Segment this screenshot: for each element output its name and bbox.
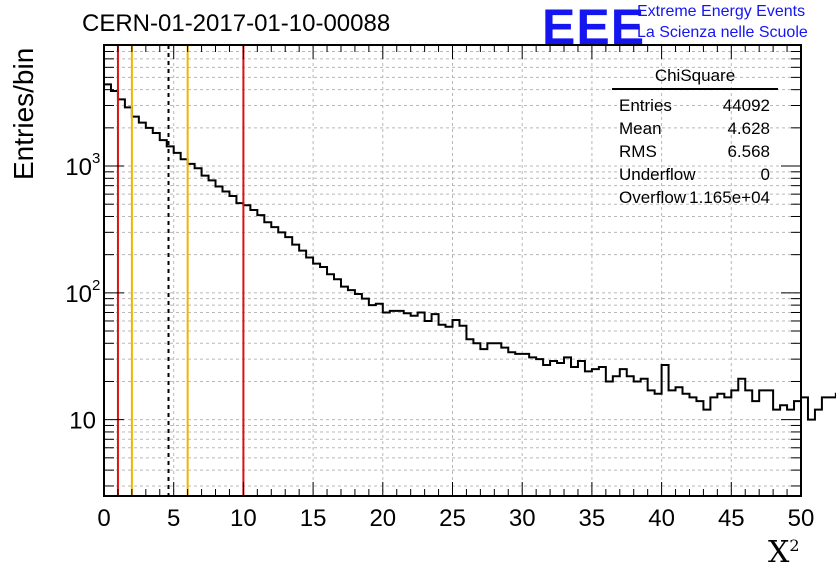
stats-value: 44092	[722, 96, 770, 115]
stats-row-mean: Mean 4.628	[612, 117, 778, 140]
stats-row-underflow: Underflow 0	[612, 163, 778, 186]
stats-value: 4.628	[727, 119, 770, 138]
histogram-series	[104, 83, 836, 421]
stats-label: Underflow	[619, 165, 696, 184]
stats-value: 6.568	[727, 142, 770, 161]
x-tick-label: 25	[439, 505, 466, 532]
x-axis-label: X2	[768, 535, 800, 570]
y-axis-label: Entries/bin	[8, 47, 39, 180]
stats-box: ChiSquare Entries 44092 Mean 4.628 RMS 6.56…	[612, 66, 778, 209]
y-tick-label: 10	[65, 154, 92, 181]
x-tick-label: 40	[648, 505, 675, 532]
x-tick-label: 15	[300, 505, 327, 532]
eee-subtitle-line1: Extreme Energy Events	[637, 3, 806, 20]
stats-label: Mean	[619, 119, 662, 138]
x-tick-label: 20	[369, 505, 396, 532]
x-tick-label: 30	[509, 505, 536, 532]
stats-label: Overflow	[619, 188, 687, 207]
stats-row-entries: Entries 44092	[612, 94, 778, 117]
x-tick-label: 45	[718, 505, 745, 532]
y-tick-label: 10	[69, 408, 96, 435]
x-tick-label: 50	[788, 505, 815, 532]
y-tick-label: 10	[65, 281, 92, 308]
x-axis-label-exponent: 2	[789, 536, 800, 555]
stats-row-overflow: Overflow 1.165e+04	[612, 186, 778, 209]
eee-logo: EEE	[542, 0, 646, 55]
y-tick-label-exponent: 3	[92, 150, 100, 167]
y-tick-label-exponent: 2	[92, 277, 100, 294]
stats-value: 1.165e+04	[689, 188, 770, 207]
stats-label: RMS	[619, 142, 657, 161]
eee-subtitle-line2: La Scienza nelle Scuole	[637, 24, 808, 41]
stats-row-rms: RMS 6.568	[612, 140, 778, 163]
x-tick-label: 0	[97, 505, 110, 532]
stats-title: ChiSquare	[612, 66, 778, 90]
stats-label: Entries	[619, 96, 672, 115]
chart-title: CERN-01-2017-01-10-00088	[82, 10, 391, 37]
x-tick-label: 10	[230, 505, 257, 532]
x-tick-label: 5	[167, 505, 180, 532]
x-axis-label-base: X	[768, 535, 790, 570]
x-tick-label: 35	[579, 505, 606, 532]
stats-value: 0	[760, 165, 770, 184]
